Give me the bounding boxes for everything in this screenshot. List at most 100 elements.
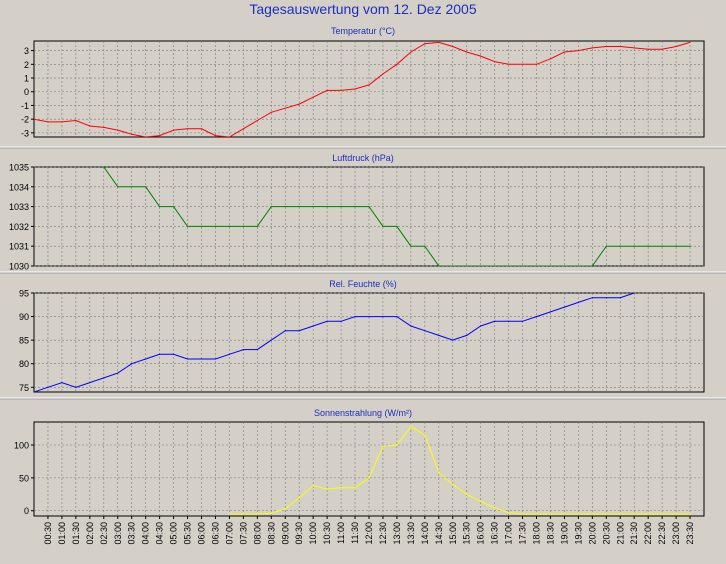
y-tick-label: 2	[24, 60, 29, 70]
x-tick-label: 22:30	[657, 522, 667, 545]
data-point	[172, 129, 175, 131]
x-tick-label: 02:30	[99, 522, 109, 545]
data-point	[535, 315, 538, 318]
chart-title: Luftdruck (hPa)	[332, 153, 394, 163]
data-point	[549, 58, 552, 60]
data-point	[312, 325, 314, 327]
data-point	[61, 121, 63, 123]
chart-title: Temperatur (°C)	[331, 26, 395, 36]
x-tick-label: 23:00	[671, 522, 681, 545]
data-point	[47, 121, 49, 123]
chart-panel-2: Luftdruck (hPa) 1030 1031 1032 1033 1034 1035	[9, 153, 705, 272]
data-point	[535, 513, 538, 515]
x-tick-label: 21:00	[615, 522, 625, 545]
data-point	[340, 320, 342, 322]
data-point	[424, 330, 426, 332]
x-tick-label: 20:00	[587, 522, 597, 545]
data-point	[647, 48, 649, 50]
x-tick-label: 13:30	[406, 522, 416, 545]
x-tick-label: 19:00	[559, 522, 569, 545]
data-point	[577, 50, 579, 52]
x-tick-label: 01:30	[71, 522, 81, 545]
x-tick-label: 17:30	[518, 522, 528, 545]
data-point	[159, 135, 161, 137]
data-point	[591, 513, 593, 515]
data-point	[452, 339, 454, 341]
x-tick-label: 07:00	[224, 522, 234, 545]
data-point	[619, 45, 621, 48]
data-point	[410, 325, 412, 327]
data-point	[298, 206, 300, 208]
x-tick-label: 10:00	[308, 522, 318, 545]
y-tick-label: 1	[24, 74, 29, 84]
data-point	[382, 225, 384, 227]
y-tick-label: 100	[14, 441, 29, 451]
x-tick-label: 04:00	[141, 522, 151, 545]
data-point	[242, 225, 244, 227]
data-point	[312, 206, 314, 208]
data-point	[354, 206, 356, 208]
data-point	[298, 496, 300, 499]
data-point	[577, 513, 579, 515]
data-point	[549, 311, 552, 313]
x-tick-label: 08:30	[266, 522, 276, 545]
data-point	[689, 513, 691, 515]
data-point	[284, 107, 286, 109]
data-point	[521, 63, 524, 65]
data-point	[312, 485, 314, 487]
data-point	[214, 135, 217, 137]
data-point	[326, 320, 328, 322]
data-point	[396, 315, 398, 318]
data-point	[256, 119, 258, 122]
data-point	[284, 206, 286, 208]
x-tick-label: 12:00	[364, 522, 374, 545]
data-point	[466, 51, 468, 53]
data-point	[354, 88, 356, 90]
data-point	[591, 265, 593, 266]
data-point	[270, 339, 272, 341]
y-tick-label: 1035	[9, 163, 29, 173]
data-point	[228, 136, 231, 137]
x-tick-label: 14:00	[420, 522, 430, 545]
data-point	[89, 381, 91, 384]
data-point	[256, 348, 258, 351]
x-tick-label: 08:00	[252, 522, 262, 545]
data-point	[200, 225, 203, 227]
x-tick-label: 21:30	[629, 522, 639, 545]
data-point	[75, 386, 77, 388]
data-point	[103, 377, 105, 379]
data-point	[228, 225, 231, 227]
data-point	[368, 315, 370, 318]
x-tick-label: 15:30	[462, 522, 472, 545]
data-point	[661, 48, 663, 50]
chart-panel-4: Sonnenstrahlung (W/m²) 0 50 100	[14, 408, 705, 517]
data-point	[438, 41, 440, 43]
data-point	[410, 51, 412, 53]
data-point	[563, 513, 566, 515]
data-point	[270, 512, 272, 514]
data-point	[298, 330, 300, 332]
data-point	[159, 206, 161, 208]
data-point	[340, 206, 342, 208]
data-point	[298, 103, 300, 105]
data-point	[326, 89, 328, 91]
series-line	[34, 41, 691, 137]
data-point	[521, 320, 524, 322]
data-point	[172, 353, 175, 355]
data-point	[507, 63, 510, 65]
x-tick-label: 04:30	[155, 522, 165, 545]
data-point	[466, 493, 468, 495]
data-point	[312, 96, 314, 98]
data-point	[131, 363, 133, 365]
data-point	[396, 63, 398, 65]
data-point	[200, 128, 203, 130]
x-tick-label: 00:30	[43, 522, 53, 545]
data-point	[633, 513, 635, 515]
data-point	[438, 334, 440, 337]
data-point	[549, 513, 552, 515]
data-point	[172, 206, 175, 208]
data-point	[521, 513, 524, 515]
x-tick-label: 05:30	[183, 522, 193, 545]
data-point	[452, 483, 454, 486]
x-tick-label: 18:30	[545, 522, 555, 545]
